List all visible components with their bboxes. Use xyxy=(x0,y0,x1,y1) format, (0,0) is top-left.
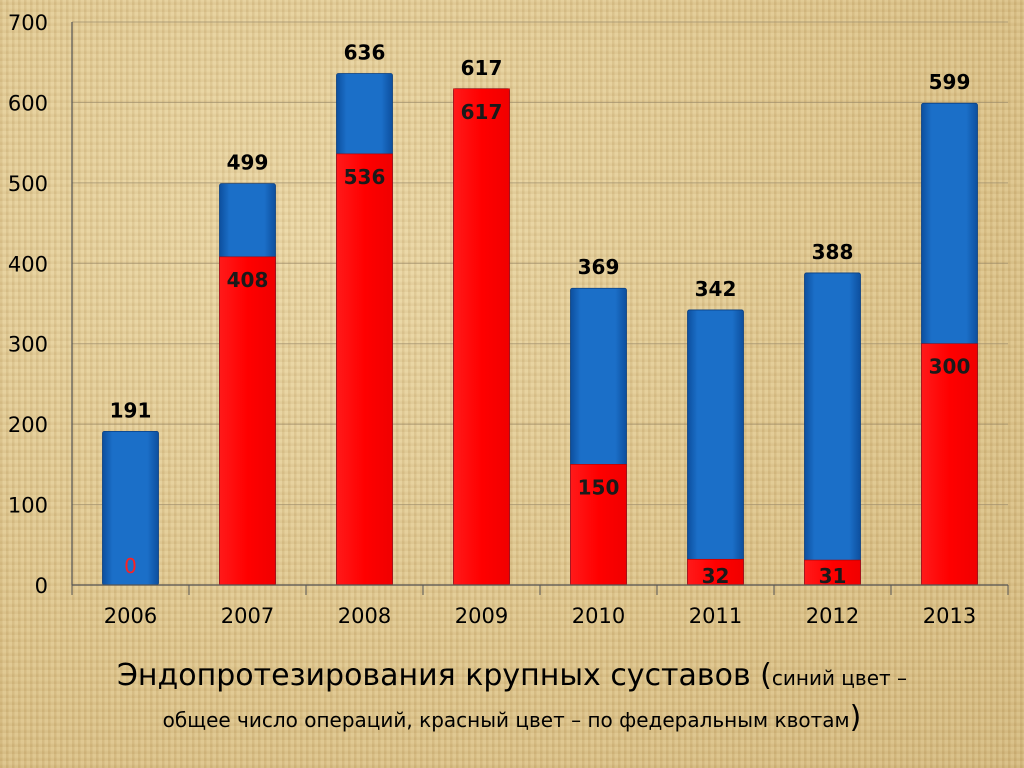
bar-federal xyxy=(687,558,744,586)
caption-main-text: Эндопротезирования крупных суставов ( xyxy=(116,658,772,693)
gridlines xyxy=(72,21,1008,506)
y-tick-label: 100 xyxy=(8,494,48,518)
federal-value-label: 617 xyxy=(461,100,503,124)
total-value-label: 342 xyxy=(695,277,737,301)
caption-line-1: Эндопротезирования крупных суставов (син… xyxy=(0,656,1024,698)
y-tick-label: 200 xyxy=(8,413,48,437)
x-tick-label: 2012 xyxy=(806,604,859,628)
chart-caption: Эндопротезирования крупных суставов (син… xyxy=(0,656,1024,740)
bar-chart: 0 100 200 300 400 500 600 700 2006 2007 2008 2009 20… xyxy=(8,11,1009,628)
total-value-label: 388 xyxy=(812,240,854,264)
x-tick-label: 2011 xyxy=(689,604,742,628)
x-tick-label: 2006 xyxy=(104,604,157,628)
caption-line-2: общее число операций, красный цвет – по … xyxy=(0,698,1024,740)
federal-value-label: 32 xyxy=(702,564,730,588)
axes: 0 100 200 300 400 500 600 700 2006 2007 2008 2009 20… xyxy=(8,11,1009,628)
federal-value-label: 408 xyxy=(227,268,269,292)
total-value-label: 191 xyxy=(110,398,152,422)
total-value-label: 369 xyxy=(578,255,620,279)
caption-close-paren: ) xyxy=(849,700,862,735)
total-value-label: 617 xyxy=(461,56,503,80)
bar-federal xyxy=(804,559,861,586)
x-tick-label: 2013 xyxy=(923,604,976,628)
bar-total xyxy=(804,272,861,586)
total-value-label: 599 xyxy=(929,70,971,94)
y-tick-label: 300 xyxy=(8,333,48,357)
x-tick-label: 2008 xyxy=(338,604,391,628)
bar-federal xyxy=(921,343,978,586)
y-tick-label: 0 xyxy=(35,574,48,598)
federal-value-label: 0 xyxy=(124,554,137,578)
federal-value-label: 536 xyxy=(344,165,386,189)
bars xyxy=(102,73,978,586)
y-tick-label: 700 xyxy=(8,11,48,35)
bar-federal xyxy=(453,88,510,586)
caption-legend-text-2: общее число операций, красный цвет – по … xyxy=(162,708,850,732)
bar-total xyxy=(687,309,744,586)
federal-value-label: 300 xyxy=(929,355,971,379)
y-tick-label: 400 xyxy=(8,252,48,276)
x-tick-label: 2009 xyxy=(455,604,508,628)
total-value-label: 499 xyxy=(227,151,269,175)
x-tick-label: 2007 xyxy=(221,604,274,628)
data-labels: 191 0 499 408 636 536 617 617 369 150 342 32 388 31 59… xyxy=(110,40,971,588)
federal-value-label: 150 xyxy=(578,475,620,499)
caption-legend-text-1: синий цвет – xyxy=(771,666,908,690)
x-tick-label: 2010 xyxy=(572,604,625,628)
federal-value-label: 31 xyxy=(819,564,847,588)
bar-federal xyxy=(219,256,276,586)
y-tick-label: 600 xyxy=(8,91,48,115)
bar-federal xyxy=(336,153,393,586)
total-value-label: 636 xyxy=(344,40,386,64)
y-tick-label: 500 xyxy=(8,172,48,196)
bar-federal xyxy=(570,464,627,586)
